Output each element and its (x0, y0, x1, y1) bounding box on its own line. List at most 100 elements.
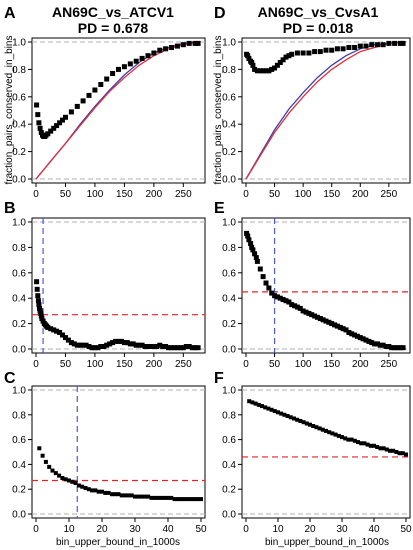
data-point (159, 495, 164, 500)
ytick-label: 0.0 (12, 175, 26, 186)
data-point (245, 53, 251, 59)
data-point (103, 490, 108, 495)
ytick-label: 0.4 (222, 120, 236, 131)
data-point (360, 336, 366, 342)
ytick-label: 0.4 (12, 294, 26, 305)
data-point (346, 45, 352, 50)
data-point (269, 290, 275, 296)
data-point (327, 430, 332, 435)
data-point (340, 46, 346, 52)
data-point (323, 318, 329, 324)
data-point (312, 49, 318, 55)
data-point (257, 266, 263, 272)
data-point (280, 297, 286, 302)
panel-b-plot: 0.0 0.2 0.4 0.6 0.8 1.0 0 50 100 150 200 250 (12, 217, 206, 370)
data-point (343, 436, 348, 441)
data-point (246, 55, 252, 61)
data-point (101, 344, 107, 349)
data-point (151, 50, 157, 56)
data-point (113, 338, 119, 344)
ytick-label: 1.0 (222, 38, 236, 49)
data-point (148, 344, 154, 349)
data-point (391, 448, 396, 453)
data-point (394, 345, 400, 351)
panel-e-plot: 0.0 0.2 0.4 0.6 0.8 1.0 0 50 100 150 200 250 (222, 217, 411, 370)
data-point (51, 125, 57, 131)
data-point (86, 487, 91, 492)
data-point (274, 62, 280, 68)
data-point (172, 345, 177, 351)
data-point (151, 344, 157, 349)
ytick-label: 0.2 (222, 319, 236, 330)
ytick-label: 0.4 (222, 460, 236, 471)
data-point (250, 400, 255, 405)
data-point (365, 442, 370, 447)
xtick-label: 50 (269, 189, 281, 200)
data-point (80, 342, 86, 348)
data-point (45, 324, 51, 330)
data-point (74, 342, 80, 348)
data-point (372, 341, 378, 347)
right-pd: PD = 0.018 (283, 20, 354, 36)
data-point (368, 443, 373, 448)
data-point (118, 338, 124, 344)
data-point (333, 432, 338, 437)
data-point (38, 310, 44, 316)
data-point (96, 489, 101, 494)
data-point (142, 344, 148, 349)
ytick-label: 0.6 (12, 92, 26, 103)
data-point (146, 494, 151, 499)
panel-f-plot: 0.0 0.2 0.4 0.6 0.8 1.0 0 10 20 30 40 50 (222, 385, 412, 535)
data-point (127, 61, 133, 67)
ytick-label: 0.6 (222, 268, 236, 279)
left-title: AN69C_vs_ATCV1 (52, 4, 174, 20)
data-point (109, 492, 114, 497)
data-point (127, 341, 133, 347)
data-point (129, 493, 134, 498)
data-point (256, 402, 261, 407)
data-point (50, 468, 55, 473)
data-point (149, 495, 154, 500)
ytick-label: 0.0 (222, 345, 236, 356)
data-point (172, 497, 177, 502)
data-point (263, 405, 268, 410)
data-point (334, 46, 340, 52)
xtick-label: 10 (63, 524, 75, 535)
data-point (340, 326, 346, 332)
panel-label-c: C (4, 370, 16, 387)
data-point (166, 495, 170, 500)
ytick-label: 0.0 (222, 175, 236, 186)
series-line-blue (35, 41, 199, 180)
ytick-label: 0.4 (222, 294, 236, 305)
data-point (400, 40, 406, 46)
xtick-label: 100 (295, 359, 312, 370)
xtick-label: 50 (269, 359, 281, 370)
data-point (160, 344, 166, 349)
data-point (346, 437, 351, 442)
data-point (35, 293, 41, 299)
data-point (340, 435, 344, 440)
data-point (362, 441, 367, 446)
data-point (139, 494, 144, 499)
xtick-label: 100 (87, 189, 104, 200)
data-point (174, 345, 180, 351)
data-point (357, 335, 363, 341)
data-point (247, 399, 252, 404)
series-line-red (35, 41, 199, 180)
panel-label-f: F (214, 370, 224, 387)
data-point (363, 43, 369, 49)
ytick-label: 0.8 (222, 410, 236, 421)
data-point (47, 464, 52, 469)
data-point (317, 426, 322, 431)
data-point (383, 344, 389, 349)
xtick-label: 150 (323, 189, 340, 200)
data-point (380, 42, 386, 48)
data-point (263, 280, 269, 286)
data-point (374, 341, 380, 347)
panel-d-plot: 0.0 0.2 0.4 0.6 0.8 1.0 0 50 100 150 200 250 (222, 37, 411, 200)
data-point (166, 345, 172, 351)
data-point (192, 345, 198, 351)
data-point (312, 313, 318, 319)
data-point (282, 412, 287, 417)
data-point (183, 344, 189, 349)
